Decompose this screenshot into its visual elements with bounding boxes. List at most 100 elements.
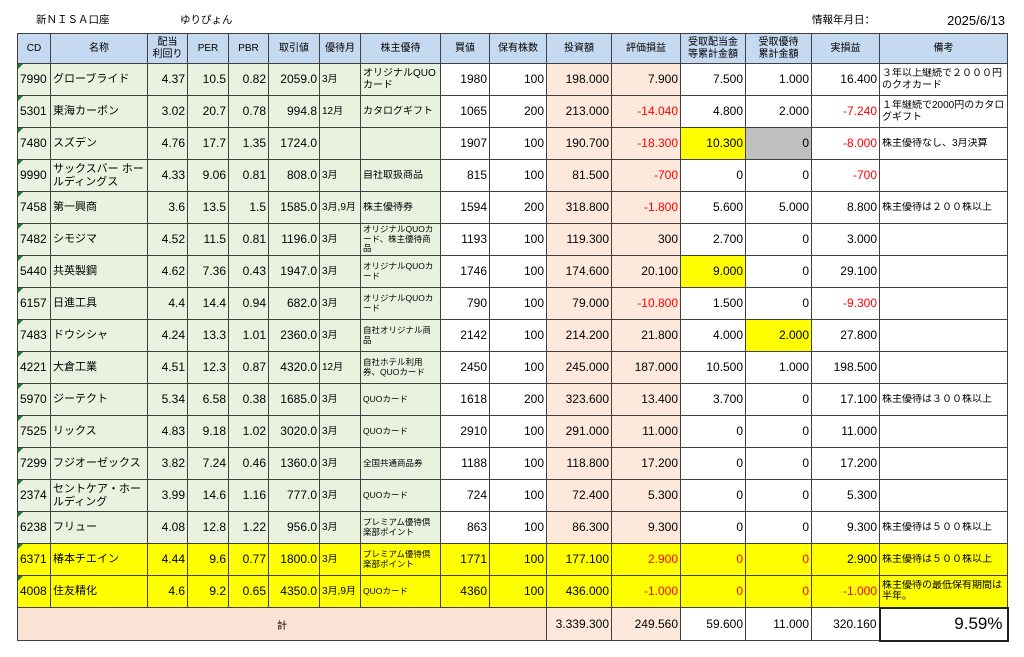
investment-amount-text: 79.000 (572, 296, 609, 310)
table-row: 2374 セントケア・ホールディング 3.99 14.6 1.16 777.0 3月 QUOカ… (17, 479, 1008, 512)
per-value-text: 7.24 (202, 456, 226, 470)
benefit-month-text: 3月 (322, 425, 338, 437)
dividend-yield-text: 4.4 (168, 296, 185, 310)
dividends-received-text: 4.800 (712, 104, 743, 118)
purchase-price-text: 1193 (461, 232, 487, 246)
cell-benefit-month: 3月 (319, 159, 361, 192)
table-row: 4221 大倉工業 4.51 12.3 0.87 4320.0 12月 自社ホテル利用券、QU… (17, 351, 1008, 384)
cell-unrealized-pnl: -1.800 (611, 191, 681, 224)
cell-pbr-value: 0.43 (228, 255, 269, 288)
cell-note (879, 287, 1008, 320)
cell-purchase-price: 863 (440, 511, 490, 544)
unrealized-pnl-text: 11.000 (642, 424, 678, 438)
benefits-received-text: 0 (802, 136, 809, 150)
per-value-text: 13.5 (202, 200, 226, 214)
unrealized-pnl-text: 9.300 (647, 520, 678, 534)
cell-investment-amount: 79.000 (546, 287, 612, 320)
cell-trade-price: 682.0 (268, 287, 320, 320)
cell-dividends-received: 0 (680, 159, 746, 192)
shares-held-text: 100 (523, 456, 544, 470)
cell-pbr-value: 1.16 (228, 479, 269, 512)
per-value-text: 6.58 (202, 392, 226, 406)
shares-held-text: 100 (523, 488, 544, 502)
header-trade-price: 取引値 (268, 33, 320, 64)
company-name-text: グローブライド (53, 73, 130, 86)
cell-pbr-value: 0.38 (228, 383, 269, 416)
cell-code: 7525 (17, 415, 51, 448)
cell-company-name: スズデン (50, 127, 148, 160)
header-unrealized-pnl: 評価損益 (611, 33, 681, 64)
cell-trade-price: 994.8 (268, 95, 320, 128)
cell-note: １年継続で2000円のカタログギフト (879, 95, 1008, 128)
cell-purchase-price: 1907 (440, 127, 490, 160)
pbr-value-text: 0.43 (242, 264, 266, 278)
cell-dividend-yield: 3.6 (147, 191, 188, 224)
cell-pbr-value: 0.77 (228, 543, 269, 576)
cell-realized-pnl: 8.800 (811, 191, 880, 224)
table-body: 7990 グローブライド 4.37 10.5 0.82 2059.0 3月 オリジナルQUOカ… (17, 63, 1008, 608)
cell-purchase-price: 1193 (440, 223, 490, 256)
code-text: 5301 (20, 104, 47, 118)
table-row: 7480 スズデン 4.76 17.7 1.35 1724.0 1907 100 190.700… (17, 127, 1008, 160)
purchase-price-text: 2450 (460, 360, 487, 374)
dividends-received-text: 4.000 (712, 328, 743, 342)
trade-price-text: 3020.0 (280, 424, 317, 438)
cell-note (879, 479, 1008, 512)
cell-benefit-month: 3月 (319, 543, 361, 576)
cell-investment-amount: 318.800 (546, 191, 612, 224)
cell-benefit-month: 3月,9月 (319, 575, 361, 608)
cell-per-value: 14.6 (187, 479, 229, 512)
note-text: 株主優待は５００株以上 (882, 553, 992, 565)
table-row: 6371 椿本チエイン 4.44 9.6 0.77 1800.0 3月 プレミアム優待倶楽部ポ… (17, 543, 1008, 576)
cell-shares-held: 100 (489, 63, 547, 96)
cell-company-name: 住友精化 (50, 575, 148, 608)
company-name-text: 東海カーボン (53, 105, 119, 118)
cell-benefits-received: 0 (745, 415, 812, 448)
cell-purchase-price: 790 (440, 287, 490, 320)
cell-realized-pnl: -8.000 (811, 127, 880, 160)
per-value-text: 17.7 (202, 136, 226, 150)
unrealized-pnl-text: 17.200 (641, 456, 678, 470)
cell-realized-pnl: 2.900 (811, 543, 880, 576)
cell-note: 株主優待の最低保有期間は半年。 (879, 575, 1008, 608)
cell-realized-pnl: 9.300 (811, 511, 880, 544)
cell-note (879, 159, 1008, 192)
cell-code: 7990 (17, 63, 51, 96)
cell-unrealized-pnl: 5.300 (611, 479, 681, 512)
purchase-price-text: 1746 (460, 264, 487, 278)
cell-per-value: 11.5 (187, 223, 229, 256)
pbr-value-text: 0.87 (242, 360, 266, 374)
company-name-text: サックスバー ホールディングス (53, 162, 144, 188)
info-date-value: 2025/6/13 (947, 13, 1005, 28)
cell-benefit-month: 3月 (319, 223, 361, 256)
cell-realized-pnl: 17.200 (811, 447, 880, 480)
cell-investment-amount: 72.400 (546, 479, 612, 512)
pbr-value-text: 0.77 (242, 552, 266, 566)
per-value-text: 10.5 (202, 72, 226, 86)
cell-per-value: 12.3 (187, 351, 229, 384)
cell-dividends-received: 0 (680, 415, 746, 448)
cell-trade-price: 1724.0 (268, 127, 320, 160)
cell-unrealized-pnl: 13.400 (611, 383, 681, 416)
shares-held-text: 100 (523, 136, 544, 150)
cell-dividend-yield: 4.83 (147, 415, 188, 448)
cell-benefits-received: 0 (745, 479, 812, 512)
cell-unrealized-pnl: 11.000 (611, 415, 681, 448)
cell-dividends-received: 4.000 (680, 319, 746, 352)
cell-realized-pnl: 198.500 (811, 351, 880, 384)
dividend-yield-text: 3.99 (161, 488, 185, 502)
shares-held-text: 100 (523, 168, 544, 182)
cell-shareholder-benefit: オリジナルQUOカード (360, 287, 441, 320)
cell-per-value: 14.4 (187, 287, 229, 320)
code-text: 4221 (20, 360, 47, 374)
company-name-text: リックス (53, 425, 97, 438)
header-company-name: 名称 (50, 33, 148, 64)
investment-amount-text: 119.300 (566, 232, 610, 246)
purchase-price-text: 2142 (460, 328, 487, 342)
code-text: 7990 (20, 72, 47, 86)
cell-dividend-yield: 4.76 (147, 127, 188, 160)
cell-trade-price: 2360.0 (268, 319, 320, 352)
cell-dividends-received: 5.600 (680, 191, 746, 224)
purchase-price-text: 2910 (460, 424, 487, 438)
dividend-yield-text: 3.02 (161, 104, 185, 118)
